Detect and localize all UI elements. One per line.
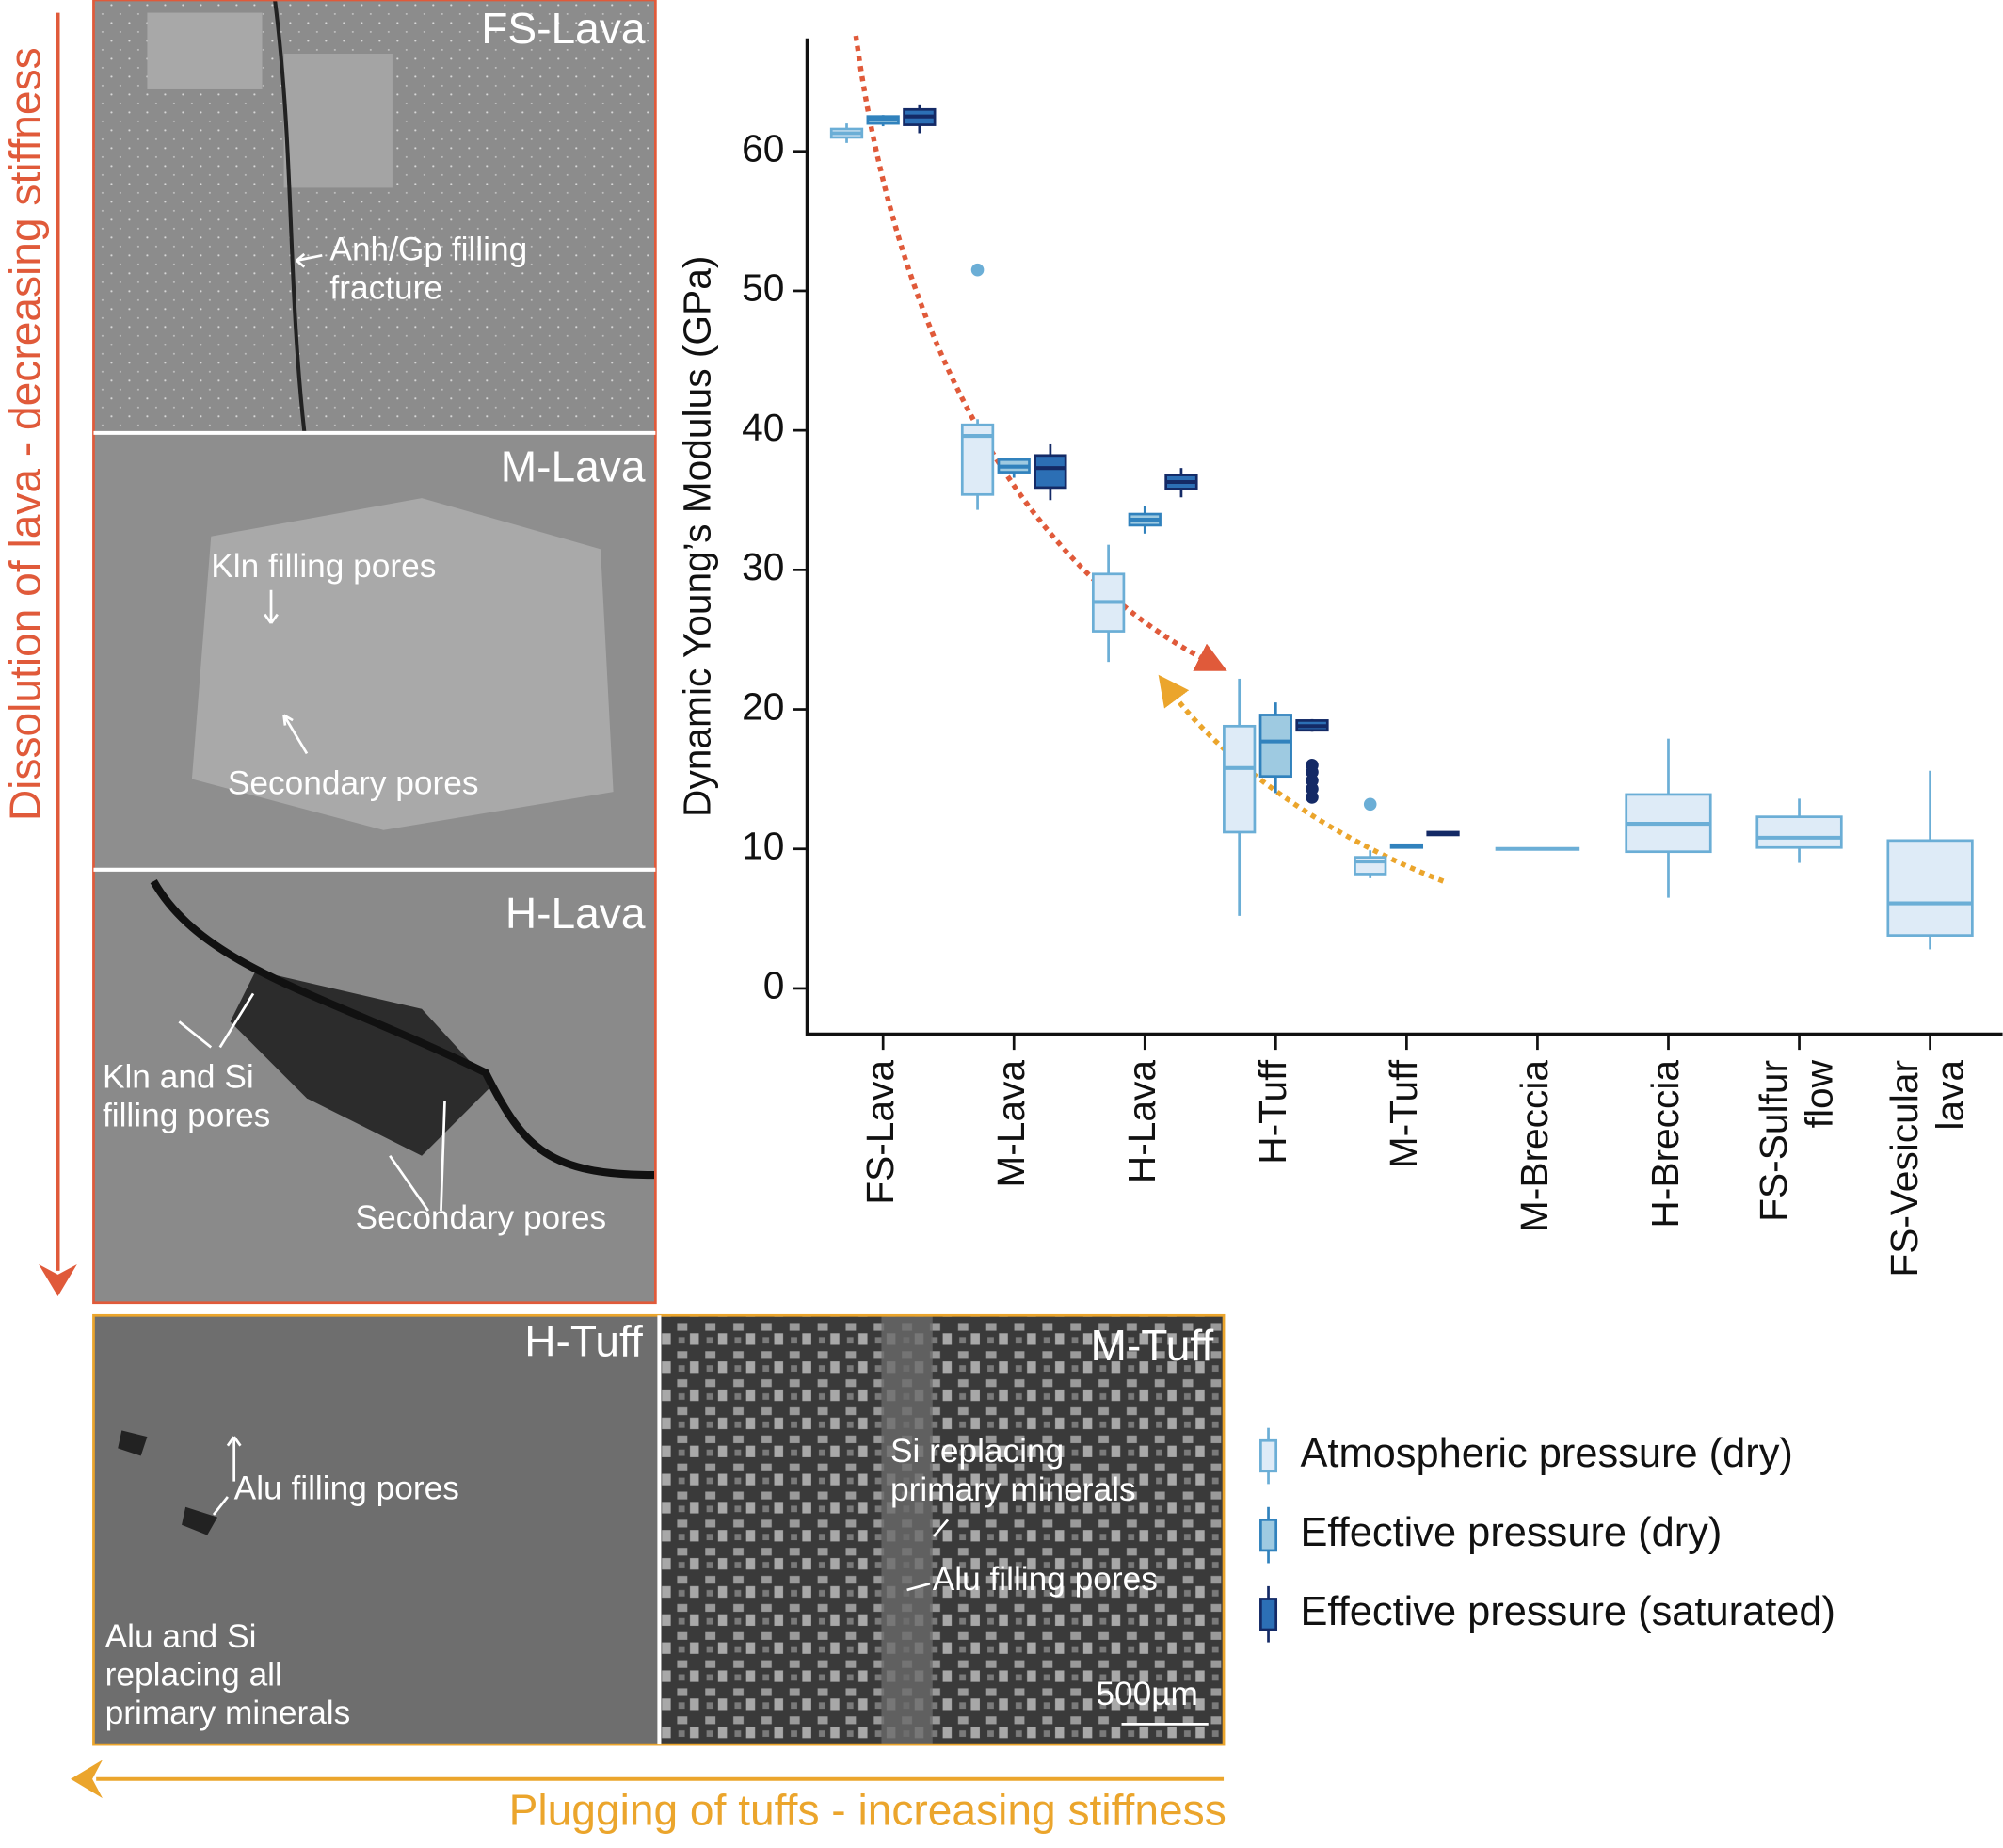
- annotation-arrows: [178, 252, 950, 1592]
- side-arrowhead: [39, 1264, 77, 1296]
- pores: [118, 1430, 218, 1535]
- box: [1886, 839, 1974, 937]
- legend-label: Atmospheric pressure (dry): [1300, 1431, 1792, 1476]
- crystal: [283, 53, 393, 188]
- side-label: Dissolution of lava - decreasing stiffne…: [0, 47, 49, 821]
- x-tick-label: flow: [1798, 1059, 1841, 1128]
- y-tick-label: 40: [742, 406, 784, 449]
- box: [1223, 724, 1257, 834]
- y-tick-label: 60: [742, 126, 784, 169]
- x-tick-label: FS-Sulfur: [1752, 1060, 1795, 1222]
- crystal: [191, 498, 614, 830]
- y-tick-label: 0: [763, 964, 785, 1007]
- y-tick-label: 50: [742, 266, 784, 310]
- bottom-label: Plugging of tuffs - increasing stiffness: [509, 1786, 1226, 1835]
- outlier: [1306, 759, 1319, 772]
- panel-note: Secondary pores: [228, 765, 479, 802]
- crystal: [147, 12, 263, 89]
- box: [1258, 714, 1292, 779]
- legend-label: Effective pressure (dry): [1300, 1510, 1722, 1555]
- panel-note: fracture: [329, 269, 442, 306]
- box: [1034, 454, 1067, 490]
- outlier: [1363, 797, 1377, 812]
- outlier: [970, 263, 985, 277]
- x-tick-label: M-Breccia: [1513, 1060, 1556, 1232]
- panel-note: primary minerals: [105, 1695, 351, 1731]
- panel-note: Alu filling pores: [933, 1561, 1158, 1598]
- panel-note: primary minerals: [890, 1471, 1136, 1508]
- trend-arrow: [1158, 674, 1445, 884]
- x-tick-label: M-Lava: [989, 1060, 1033, 1188]
- y-tick-label: 20: [742, 684, 784, 728]
- panel-note: Kln and Si: [103, 1059, 254, 1096]
- panel-title: M-Lava: [501, 442, 646, 490]
- y-axis-title: Dynamic Young’s Modulus (GPa): [676, 256, 719, 817]
- legend-swatch: [1259, 1438, 1278, 1473]
- y-tick-label: 30: [742, 545, 784, 588]
- trend-arrow: [853, 35, 1227, 671]
- lava-frame: [92, 0, 657, 1305]
- x-tick-label: H-Tuff: [1251, 1059, 1294, 1164]
- panel-title: H-Tuff: [524, 1317, 643, 1366]
- x-tick-label: M-Tuff: [1382, 1059, 1425, 1168]
- panel-note: Kln filling pores: [211, 548, 436, 585]
- panel-note: filling pores: [103, 1097, 270, 1133]
- fracture: [150, 879, 656, 1180]
- panel-note: Anh/Gp filling: [329, 232, 527, 268]
- fracture: [273, 0, 307, 432]
- sem-image: [93, 1315, 659, 1745]
- panel-note: replacing all: [105, 1657, 282, 1694]
- panel-title: M-Tuff: [1091, 1321, 1214, 1370]
- box: [1755, 815, 1843, 849]
- panel-note: Si replacing: [890, 1433, 1064, 1470]
- panel-note: Alu filling pores: [234, 1470, 459, 1506]
- x-tick-label: lava: [1929, 1060, 1972, 1131]
- legend-swatch: [1259, 1598, 1278, 1631]
- vein: [881, 1315, 933, 1745]
- x-tick-label: FS-Lava: [858, 1060, 902, 1205]
- pores: [230, 971, 492, 1156]
- y-tick-label: 10: [742, 824, 784, 867]
- sem-image: [660, 1315, 1225, 1745]
- scale-label: 500µm: [1096, 1676, 1198, 1712]
- legend-label: Effective pressure (saturated): [1300, 1589, 1835, 1634]
- panel-note: Secondary pores: [356, 1199, 607, 1236]
- x-tick-label: FS-Vesicular: [1883, 1060, 1926, 1278]
- panel-title: FS-Lava: [481, 4, 646, 53]
- x-tick-label: H-Lava: [1120, 1060, 1163, 1184]
- bottom-arrowhead: [71, 1760, 103, 1799]
- panel-title: H-Lava: [505, 889, 646, 938]
- legend-swatch: [1259, 1518, 1278, 1552]
- x-tick-label: H-Breccia: [1643, 1060, 1687, 1229]
- panel-note: Alu and Si: [105, 1618, 257, 1655]
